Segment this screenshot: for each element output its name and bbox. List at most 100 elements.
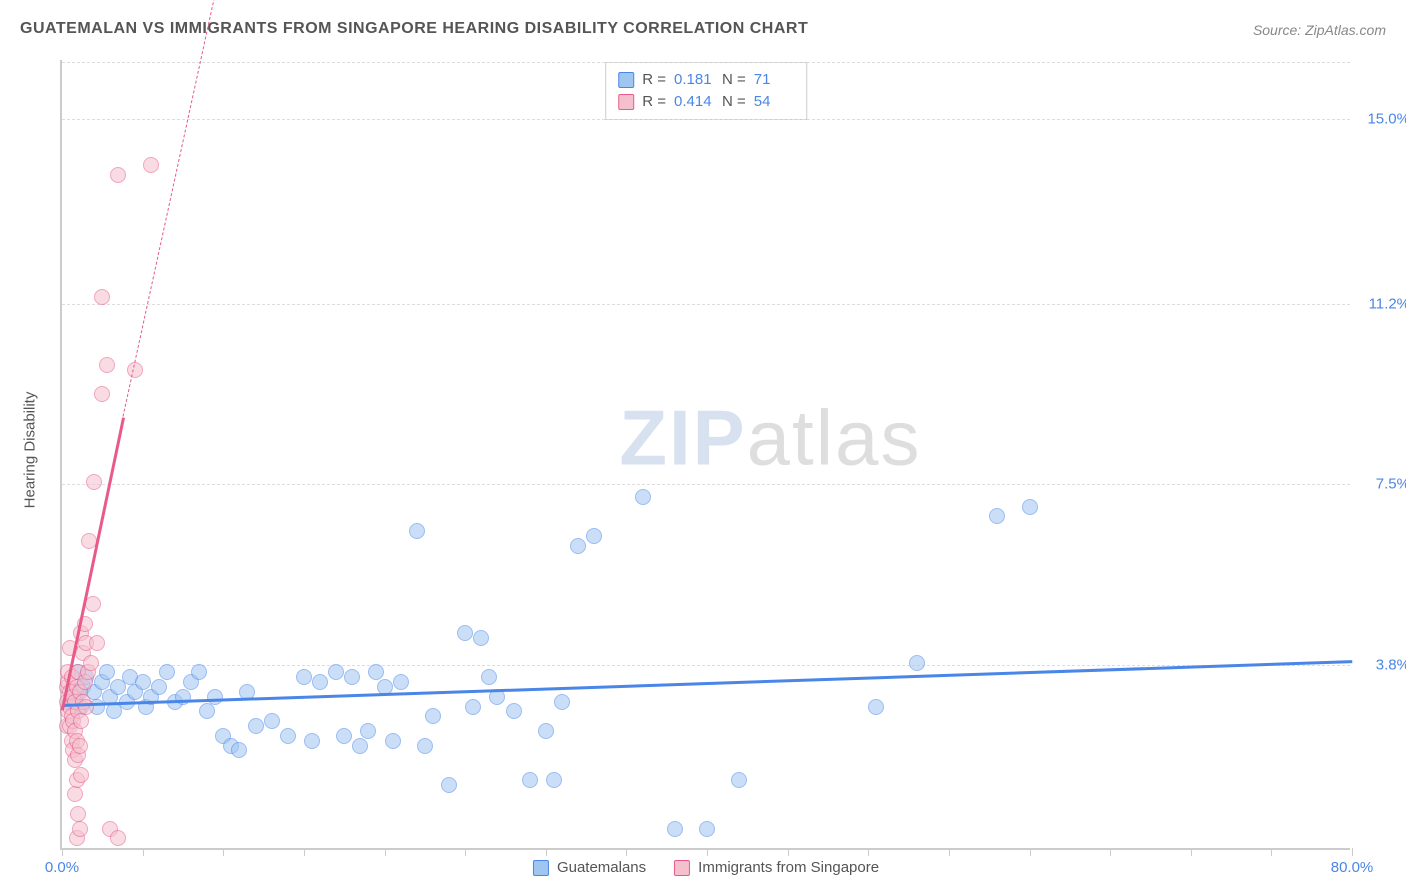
data-point bbox=[135, 674, 151, 690]
x-tick bbox=[1352, 848, 1353, 856]
data-point bbox=[481, 669, 497, 685]
n-label: N = bbox=[722, 91, 746, 113]
x-tick bbox=[788, 848, 789, 856]
data-point bbox=[72, 821, 88, 837]
y-tick-label: 11.2% bbox=[1355, 295, 1406, 312]
data-point bbox=[304, 733, 320, 749]
gridline bbox=[62, 665, 1350, 666]
data-point bbox=[360, 723, 376, 739]
data-point bbox=[312, 674, 328, 690]
data-point bbox=[110, 167, 126, 183]
swatch-series-1 bbox=[618, 94, 634, 110]
data-point bbox=[94, 386, 110, 402]
data-point bbox=[78, 699, 94, 715]
legend-stats-row-0: R = 0.181 N = 71 bbox=[618, 69, 794, 91]
chart-title: GUATEMALAN VS IMMIGRANTS FROM SINGAPORE … bbox=[20, 20, 808, 38]
gridline bbox=[62, 484, 1350, 485]
x-axis-min-label: 0.0% bbox=[45, 859, 79, 876]
x-tick bbox=[1271, 848, 1272, 856]
trend-line bbox=[62, 660, 1352, 706]
data-point bbox=[868, 699, 884, 715]
data-point bbox=[264, 713, 280, 729]
data-point bbox=[554, 694, 570, 710]
data-point bbox=[191, 664, 207, 680]
x-tick bbox=[546, 848, 547, 856]
data-point bbox=[457, 625, 473, 641]
data-point bbox=[393, 674, 409, 690]
data-point bbox=[352, 738, 368, 754]
swatch-series-0 bbox=[618, 72, 634, 88]
x-tick bbox=[1191, 848, 1192, 856]
y-axis-title: Hearing Disability bbox=[22, 392, 39, 509]
watermark-zip: ZIP bbox=[619, 394, 746, 482]
data-point bbox=[909, 655, 925, 671]
y-tick-label: 7.5% bbox=[1355, 476, 1406, 493]
x-tick bbox=[626, 848, 627, 856]
y-tick-label: 15.0% bbox=[1355, 110, 1406, 127]
plot-area: ZIPatlas R = 0.181 N = 71 R = 0.414 N = … bbox=[60, 60, 1350, 850]
x-tick bbox=[304, 848, 305, 856]
data-point bbox=[86, 474, 102, 490]
r-label: R = bbox=[642, 69, 666, 91]
data-point bbox=[110, 830, 126, 846]
data-point bbox=[67, 786, 83, 802]
n-label: N = bbox=[722, 69, 746, 91]
data-point bbox=[989, 508, 1005, 524]
data-point bbox=[522, 772, 538, 788]
data-point bbox=[280, 728, 296, 744]
x-axis-max-label: 80.0% bbox=[1331, 859, 1374, 876]
x-tick bbox=[1030, 848, 1031, 856]
n-value-1: 54 bbox=[754, 91, 794, 113]
data-point bbox=[368, 664, 384, 680]
data-point bbox=[296, 669, 312, 685]
data-point bbox=[667, 821, 683, 837]
data-point bbox=[473, 630, 489, 646]
data-point bbox=[248, 718, 264, 734]
watermark-atlas: atlas bbox=[747, 394, 922, 482]
data-point bbox=[441, 777, 457, 793]
legend-item-1: Immigrants from Singapore bbox=[674, 859, 879, 876]
data-point bbox=[83, 655, 99, 671]
swatch-series-0 bbox=[533, 860, 549, 876]
x-tick bbox=[949, 848, 950, 856]
y-tick-label: 3.8% bbox=[1355, 656, 1406, 673]
data-point bbox=[731, 772, 747, 788]
x-tick bbox=[385, 848, 386, 856]
data-point bbox=[538, 723, 554, 739]
r-label: R = bbox=[642, 91, 666, 113]
data-point bbox=[570, 538, 586, 554]
data-point bbox=[465, 699, 481, 715]
data-point bbox=[409, 523, 425, 539]
data-point bbox=[417, 738, 433, 754]
legend-stats: R = 0.181 N = 71 R = 0.414 N = 54 bbox=[605, 62, 807, 120]
legend-stats-row-1: R = 0.414 N = 54 bbox=[618, 91, 794, 113]
data-point bbox=[635, 489, 651, 505]
gridline bbox=[62, 62, 1350, 63]
data-point bbox=[73, 767, 89, 783]
x-tick bbox=[707, 848, 708, 856]
gridline bbox=[62, 119, 1350, 120]
data-point bbox=[89, 635, 105, 651]
x-tick bbox=[868, 848, 869, 856]
data-point bbox=[159, 664, 175, 680]
data-point bbox=[385, 733, 401, 749]
data-point bbox=[231, 742, 247, 758]
data-point bbox=[99, 664, 115, 680]
data-point bbox=[425, 708, 441, 724]
data-point bbox=[70, 806, 86, 822]
data-point bbox=[99, 357, 115, 373]
legend-series: Guatemalans Immigrants from Singapore bbox=[533, 859, 879, 876]
data-point bbox=[72, 738, 88, 754]
legend-item-0: Guatemalans bbox=[533, 859, 646, 876]
data-point bbox=[328, 664, 344, 680]
legend-label-1: Immigrants from Singapore bbox=[698, 859, 879, 876]
source-label: Source: ZipAtlas.com bbox=[1253, 22, 1386, 38]
data-point bbox=[73, 713, 89, 729]
legend-label-0: Guatemalans bbox=[557, 859, 646, 876]
data-point bbox=[546, 772, 562, 788]
x-tick bbox=[223, 848, 224, 856]
data-point bbox=[699, 821, 715, 837]
x-tick bbox=[465, 848, 466, 856]
data-point bbox=[207, 689, 223, 705]
swatch-series-1 bbox=[674, 860, 690, 876]
